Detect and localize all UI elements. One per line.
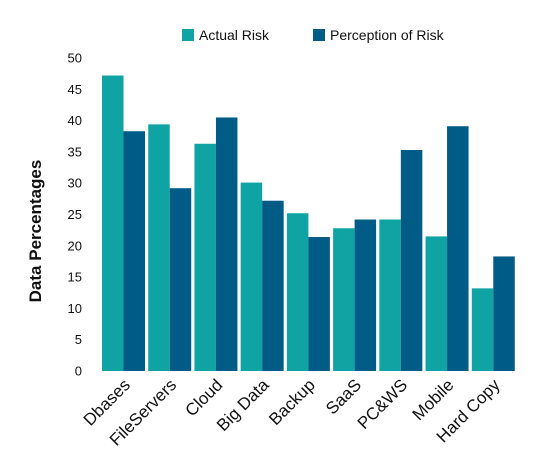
legend-swatch-actual-risk bbox=[182, 29, 194, 41]
bar-perception-of-risk bbox=[169, 188, 192, 371]
y-tick-label: 10 bbox=[68, 301, 82, 316]
y-axis-label: Data Percentages bbox=[26, 160, 45, 303]
y-tick-label: 40 bbox=[68, 113, 82, 128]
y-axis-ticks: 0 5 10 15 20 25 30 35 40 45 50 bbox=[68, 51, 82, 379]
legend-label-perception-of-risk: Perception of Risk bbox=[330, 27, 445, 43]
bar-actual-risk bbox=[148, 124, 170, 371]
bar-perception-of-risk bbox=[447, 126, 469, 371]
bar-actual-risk bbox=[102, 75, 124, 371]
x-category-label: PC&WS bbox=[354, 375, 412, 433]
y-tick-label: 35 bbox=[68, 144, 82, 159]
y-tick-label: 0 bbox=[75, 364, 82, 379]
x-category-label: Cloud bbox=[182, 375, 227, 420]
bar-perception-of-risk bbox=[215, 117, 238, 371]
bar-perception-of-risk bbox=[354, 219, 377, 371]
y-tick-label: 30 bbox=[68, 176, 82, 191]
x-category-label: Big Data bbox=[213, 375, 273, 435]
y-tick-label: 5 bbox=[75, 332, 82, 347]
x-category-label: SaaS bbox=[322, 375, 365, 418]
y-tick-label: 15 bbox=[68, 270, 82, 285]
bar-actual-risk bbox=[471, 288, 494, 371]
bar-actual-risk bbox=[425, 236, 448, 371]
bar-perception-of-risk bbox=[262, 200, 284, 371]
bar-actual-risk bbox=[333, 228, 355, 371]
y-tick-label: 20 bbox=[68, 238, 82, 253]
bar-perception-of-risk bbox=[400, 150, 423, 371]
bar-perception-of-risk bbox=[308, 237, 330, 371]
y-tick-label: 25 bbox=[68, 207, 82, 222]
y-tick-label: 45 bbox=[68, 82, 82, 97]
bar-actual-risk bbox=[194, 143, 216, 371]
bar-actual-risk bbox=[240, 182, 263, 371]
bar-perception-of-risk bbox=[493, 256, 515, 371]
legend: Actual Risk Perception of Risk bbox=[182, 27, 445, 43]
legend-label-actual-risk: Actual Risk bbox=[199, 27, 270, 43]
x-category-label: Backup bbox=[265, 375, 319, 429]
bar-actual-risk bbox=[379, 219, 401, 371]
bars bbox=[102, 75, 515, 371]
bar-actual-risk bbox=[286, 213, 309, 371]
legend-swatch-perception-of-risk bbox=[313, 29, 325, 41]
bar-perception-of-risk bbox=[123, 131, 145, 371]
y-tick-label: 50 bbox=[68, 51, 82, 66]
